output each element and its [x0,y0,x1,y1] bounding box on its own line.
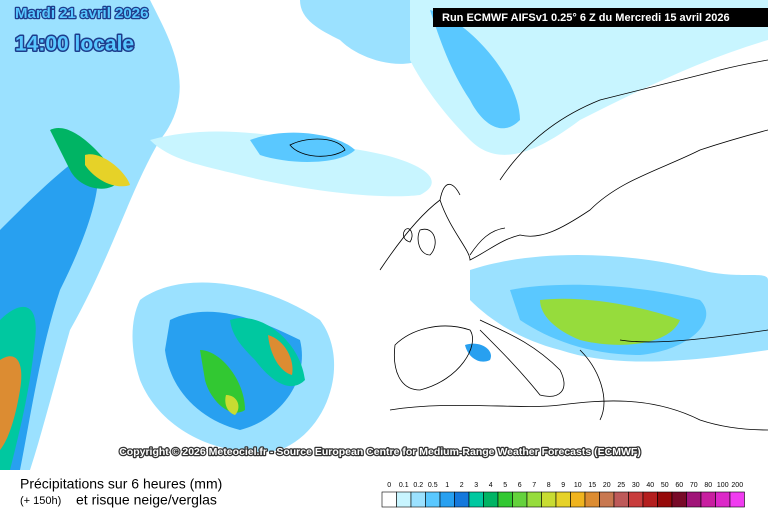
header: Mardi 21 avril 2026 14:00 locale Run ECM… [14,4,768,57]
scale-label: 0.2 [413,482,423,489]
scale-swatch [483,491,499,508]
scale-swatch [541,491,557,508]
scale-label: 80 [704,482,712,489]
scale-swatch [671,491,687,508]
scale-swatch [584,491,600,508]
run-box [433,8,768,27]
scale-swatch [657,491,673,508]
scale-swatch [642,491,658,508]
scale-label: 8 [547,482,551,489]
scale-label: 2 [460,482,464,489]
scale-swatch [613,491,629,508]
scale-label: 0.1 [399,482,409,489]
scale-swatch [497,491,513,508]
scale-swatch [686,491,702,508]
legend-lead: (+ 150h) [20,495,61,507]
scale-label: 5 [503,482,507,489]
copyright: Copyright © 2026 Meteociel.fr - Source E… [119,446,641,458]
scale-swatch [410,491,426,508]
legend-title: Précipitations sur 6 heures (mm) [20,476,222,492]
scale-swatch [628,491,644,508]
scale-swatch [700,491,716,508]
scale-label: 7 [532,482,536,489]
scale-swatch [599,491,615,508]
scale-swatch [381,491,397,508]
scale-label: 1 [445,482,449,489]
scale-label: 0.5 [428,482,438,489]
scale-swatch [439,491,455,508]
scale-label: 200 [731,482,743,489]
scale-swatch [454,491,470,508]
scale-swatch [715,491,731,508]
scale-swatch [526,491,542,508]
scale-label: 60 [675,482,683,489]
scale-label: 100 [717,482,729,489]
scale-swatch [555,491,571,508]
scale-label: 10 [574,482,582,489]
scale-label: 25 [617,482,625,489]
scale-label: 3 [474,482,478,489]
forecast-time: 14:00 locale [15,33,134,56]
scale-swatch [570,491,586,508]
scale-swatch [468,491,484,508]
scale-label: 20 [603,482,611,489]
scale-label: 4 [489,482,493,489]
forecast-date: Mardi 21 avril 2026 [15,5,148,22]
scale-label: 9 [561,482,565,489]
scale-label: 40 [646,482,654,489]
scale-swatch [425,491,441,508]
scale-label: 30 [632,482,640,489]
scale-label: 6 [518,482,522,489]
run-label: Run ECMWF AIFSv1 0.25° 6 Z du Mercredi 1… [442,12,730,24]
scale-label: 70 [690,482,698,489]
scale-label: 50 [661,482,669,489]
coastlines [289,59,768,431]
color-scale: 0 0.1 0.2 0.5 1 2 3 4 5 6 7 8 9 10 15 20 25 30 40 50 60 70 80 1… [381,482,745,508]
scale-swatch [729,491,745,508]
scale-swatch [396,491,412,508]
scale-label: 0 [387,482,391,489]
scale-label: 15 [588,482,596,489]
scale-swatch [512,491,528,508]
legend-subtitle: et risque neige/verglas [76,492,217,508]
